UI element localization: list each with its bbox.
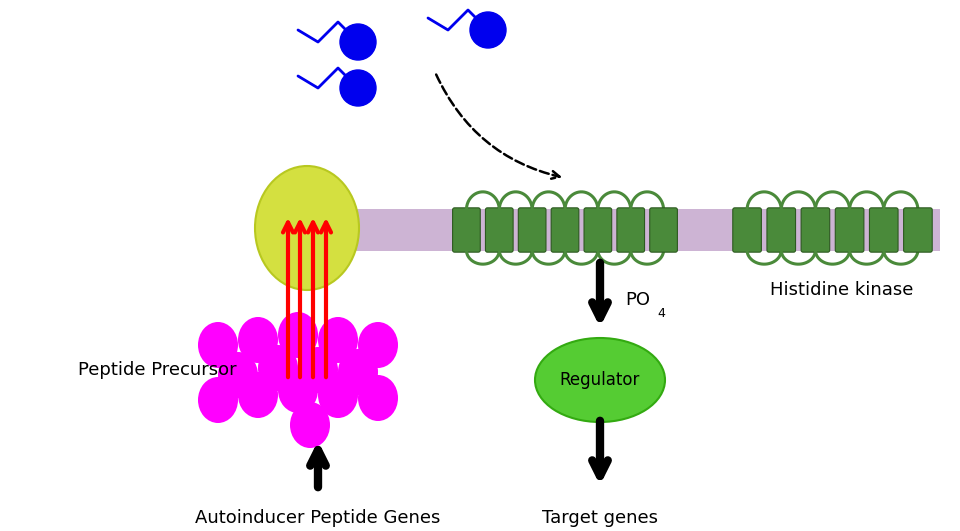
- Circle shape: [470, 12, 506, 48]
- Ellipse shape: [358, 322, 398, 368]
- Text: Autoinducer Peptide Genes: Autoinducer Peptide Genes: [195, 509, 441, 527]
- Ellipse shape: [278, 312, 318, 358]
- FancyBboxPatch shape: [767, 208, 796, 252]
- FancyBboxPatch shape: [835, 208, 864, 252]
- FancyBboxPatch shape: [551, 208, 579, 252]
- Ellipse shape: [198, 322, 238, 368]
- FancyBboxPatch shape: [584, 208, 612, 252]
- FancyBboxPatch shape: [650, 208, 678, 252]
- Text: Histidine kinase: Histidine kinase: [770, 281, 913, 299]
- Ellipse shape: [198, 377, 238, 423]
- Ellipse shape: [535, 338, 665, 422]
- Text: 4: 4: [657, 307, 665, 320]
- Ellipse shape: [238, 372, 278, 418]
- Ellipse shape: [218, 352, 258, 398]
- Ellipse shape: [338, 349, 378, 395]
- Text: Peptide Precursor: Peptide Precursor: [78, 361, 236, 379]
- FancyBboxPatch shape: [452, 208, 480, 252]
- FancyBboxPatch shape: [518, 208, 546, 252]
- Ellipse shape: [298, 347, 338, 393]
- Text: Regulator: Regulator: [560, 371, 640, 389]
- FancyBboxPatch shape: [732, 208, 761, 252]
- Circle shape: [340, 24, 376, 60]
- FancyBboxPatch shape: [870, 208, 898, 252]
- Ellipse shape: [255, 166, 359, 290]
- FancyBboxPatch shape: [903, 208, 932, 252]
- Bar: [270, 209, 940, 251]
- FancyBboxPatch shape: [486, 208, 513, 252]
- Text: PO: PO: [625, 291, 650, 309]
- Ellipse shape: [318, 317, 358, 363]
- Ellipse shape: [358, 375, 398, 421]
- Ellipse shape: [290, 402, 330, 448]
- Circle shape: [340, 70, 376, 106]
- FancyBboxPatch shape: [617, 208, 644, 252]
- Ellipse shape: [238, 317, 278, 363]
- Text: Target genes: Target genes: [542, 509, 658, 527]
- FancyBboxPatch shape: [801, 208, 829, 252]
- Ellipse shape: [318, 372, 358, 418]
- Ellipse shape: [278, 367, 318, 413]
- Ellipse shape: [258, 345, 298, 391]
